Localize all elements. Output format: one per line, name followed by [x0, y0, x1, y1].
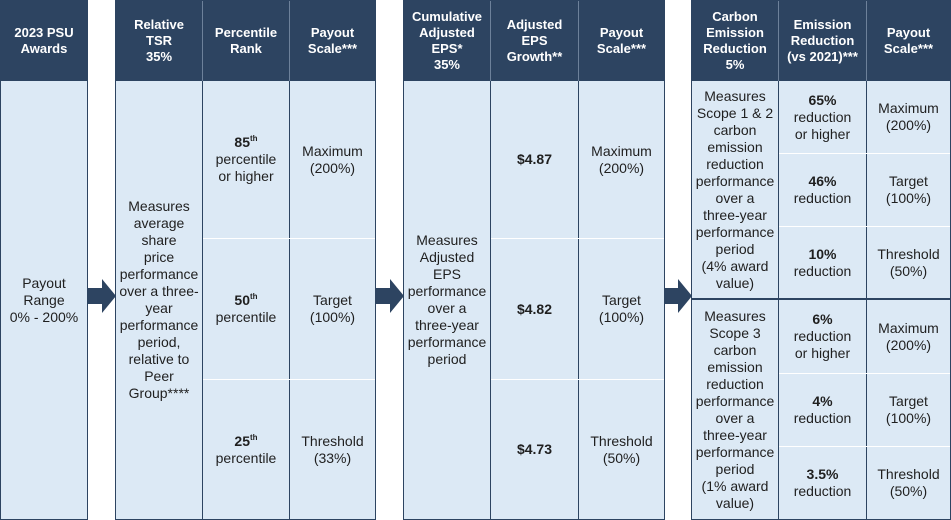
scope12-payout-target: Target (100%) [885, 173, 932, 206]
tsr-header-metric: Relative TSR 35% [134, 17, 184, 64]
eps-payout-target: Target (100%) [598, 292, 645, 325]
scope3-payout-threshold: Threshold (50%) [877, 466, 940, 499]
tsr-rank-max: 85th percentile or higher [215, 134, 277, 184]
eps-header: Cumulative Adjusted EPS* 35% Adjusted EP… [404, 1, 664, 81]
arrow-right-icon [88, 279, 116, 313]
carbon-header: Carbon Emission Reduction 5% Emission Re… [692, 1, 950, 81]
awards-header: 2023 PSU Awards [1, 1, 87, 81]
scope12-reduction-max: 65% reduction or higher [793, 91, 852, 142]
tsr-rank-threshold: 25th percentile [215, 432, 277, 466]
eps-payout-max: Maximum (200%) [591, 142, 652, 176]
tsr-header: Relative TSR 35% Percentile Rank Payout … [116, 1, 375, 81]
tsr-payout-target: Target (100%) [309, 292, 356, 325]
eps-value-max: $4.87 [516, 151, 553, 167]
arrow-right-icon [664, 279, 692, 313]
scope3-description: Measures Scope 3 carbon emission reducti… [695, 307, 775, 511]
carbon-header-reduction: Emission Reduction (vs 2021)*** [787, 17, 858, 64]
tsr-rank-target: 50th percentile [215, 292, 277, 325]
scope12-payout-max: Maximum (200%) [878, 100, 939, 133]
scope12-payout-threshold: Threshold (50%) [877, 245, 940, 279]
eps-header-growth: Adjusted EPS Growth** [506, 17, 563, 64]
awards-panel: 2023 PSU Awards Payout Range 0% - 200% [0, 0, 88, 520]
arrow-right-icon [376, 279, 404, 313]
carbon-header-metric: Carbon Emission Reduction 5% [703, 9, 767, 72]
scope3-reduction-target: 4% reduction [793, 393, 852, 426]
scope12-reduction-threshold: 10% reduction [793, 245, 852, 279]
tsr-payout-threshold: Threshold (33%) [301, 432, 364, 466]
carbon-panel: Carbon Emission Reduction 5% Emission Re… [691, 0, 951, 520]
tsr-payout-max: Maximum (200%) [302, 142, 363, 176]
eps-payout-threshold: Threshold (50%) [590, 432, 653, 466]
scope12-description: Measures Scope 1 & 2 carbon emission red… [695, 87, 775, 291]
tsr-header-payout: Payout Scale*** [307, 25, 358, 56]
eps-value-threshold: $4.73 [516, 441, 553, 457]
eps-header-payout: Payout Scale*** [596, 25, 647, 56]
scope3-reduction-threshold: 3.5% reduction [793, 466, 852, 499]
tsr-description: Measures average share price performance… [119, 198, 199, 401]
awards-header-label: 2023 PSU Awards [14, 25, 74, 56]
tsr-panel: Relative TSR 35% Percentile Rank Payout … [115, 0, 376, 520]
tsr-header-rank: Percentile Rank [214, 25, 278, 56]
eps-description: Measures Adjusted EPS performance over a… [407, 232, 487, 367]
eps-header-metric: Cumulative Adjusted EPS* 35% [411, 9, 483, 72]
scope3-payout-max: Maximum (200%) [878, 319, 939, 353]
scope3-payout-target: Target (100%) [885, 393, 932, 426]
scope3-reduction-max: 6% reduction or higher [793, 311, 852, 361]
payout-range-text: Payout Range 0% - 200% [9, 274, 79, 325]
eps-value-target: $4.82 [516, 300, 553, 317]
carbon-header-payout: Payout Scale*** [883, 25, 934, 56]
scope12-reduction-target: 46% reduction [793, 173, 852, 206]
eps-panel: Cumulative Adjusted EPS* 35% Adjusted EP… [403, 0, 665, 520]
